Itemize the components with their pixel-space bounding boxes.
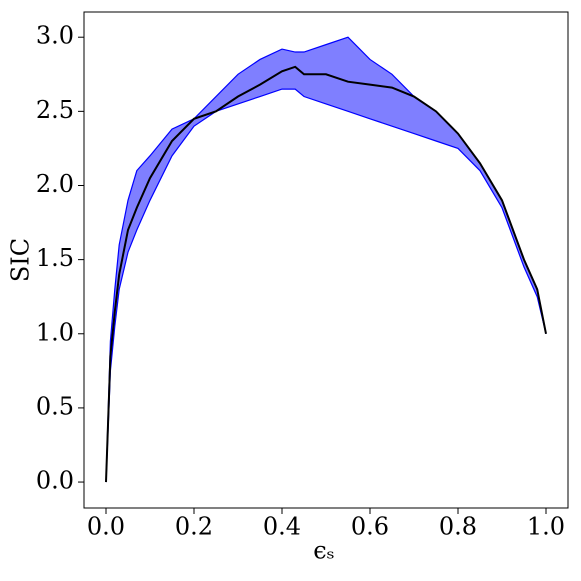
y-tick-label: 0.5 xyxy=(36,392,74,420)
y-tick-label: 1.0 xyxy=(36,318,74,346)
x-tick-label: 0.4 xyxy=(263,513,301,541)
x-tick-label: 1.0 xyxy=(527,513,565,541)
y-axis-label: SIC xyxy=(7,238,35,282)
plot-frame xyxy=(83,11,569,509)
x-tick-label: 0.6 xyxy=(351,513,389,541)
y-tick-label: 1.5 xyxy=(36,244,74,272)
line xyxy=(105,65,547,483)
x-tick-label: 0.2 xyxy=(175,513,213,541)
x-tick-label: 0.8 xyxy=(439,513,477,541)
y-tick-label: 3.0 xyxy=(36,22,74,50)
y-tick-label: 2.0 xyxy=(36,170,74,198)
x-axis-label: ϵₛ xyxy=(313,537,335,565)
band xyxy=(105,36,547,483)
y-tick-label: 2.5 xyxy=(36,96,74,124)
x-tick-label: 0.0 xyxy=(87,513,125,541)
y-tick-label: 0.0 xyxy=(36,467,74,495)
